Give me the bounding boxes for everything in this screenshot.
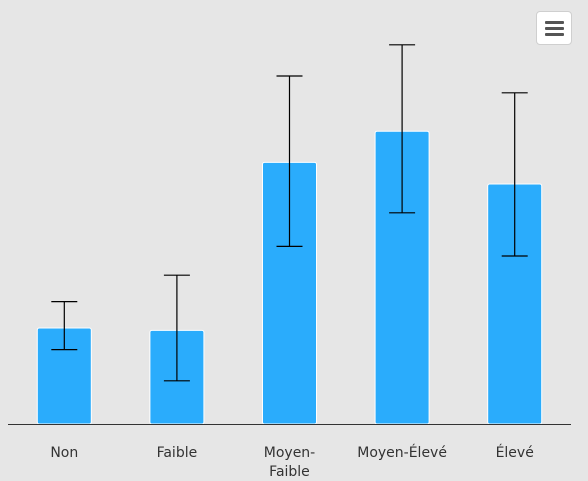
error-bar [501,92,528,257]
hamburger-menu-icon-line [545,33,564,36]
bars-group [36,130,543,425]
error-bars-group [51,44,528,382]
error-bar [163,274,190,382]
error-bar [276,75,303,247]
hamburger-menu-icon [545,21,564,24]
chart-menu-button[interactable] [536,11,572,45]
hamburger-menu-icon-line [545,27,564,30]
x-tick-label: Faible [157,445,198,461]
x-tick-label: Moyen-Faible [264,445,315,480]
x-tick-labels: Non Faible Moyen-Faible Moyen-Élevé Élevé [50,444,533,480]
error-bar [51,301,78,351]
x-tick-label: Élevé [496,444,534,461]
x-tick-label: Moyen-Élevé [357,444,447,461]
x-tick-label: Non [50,445,78,461]
error-bar [389,44,416,214]
